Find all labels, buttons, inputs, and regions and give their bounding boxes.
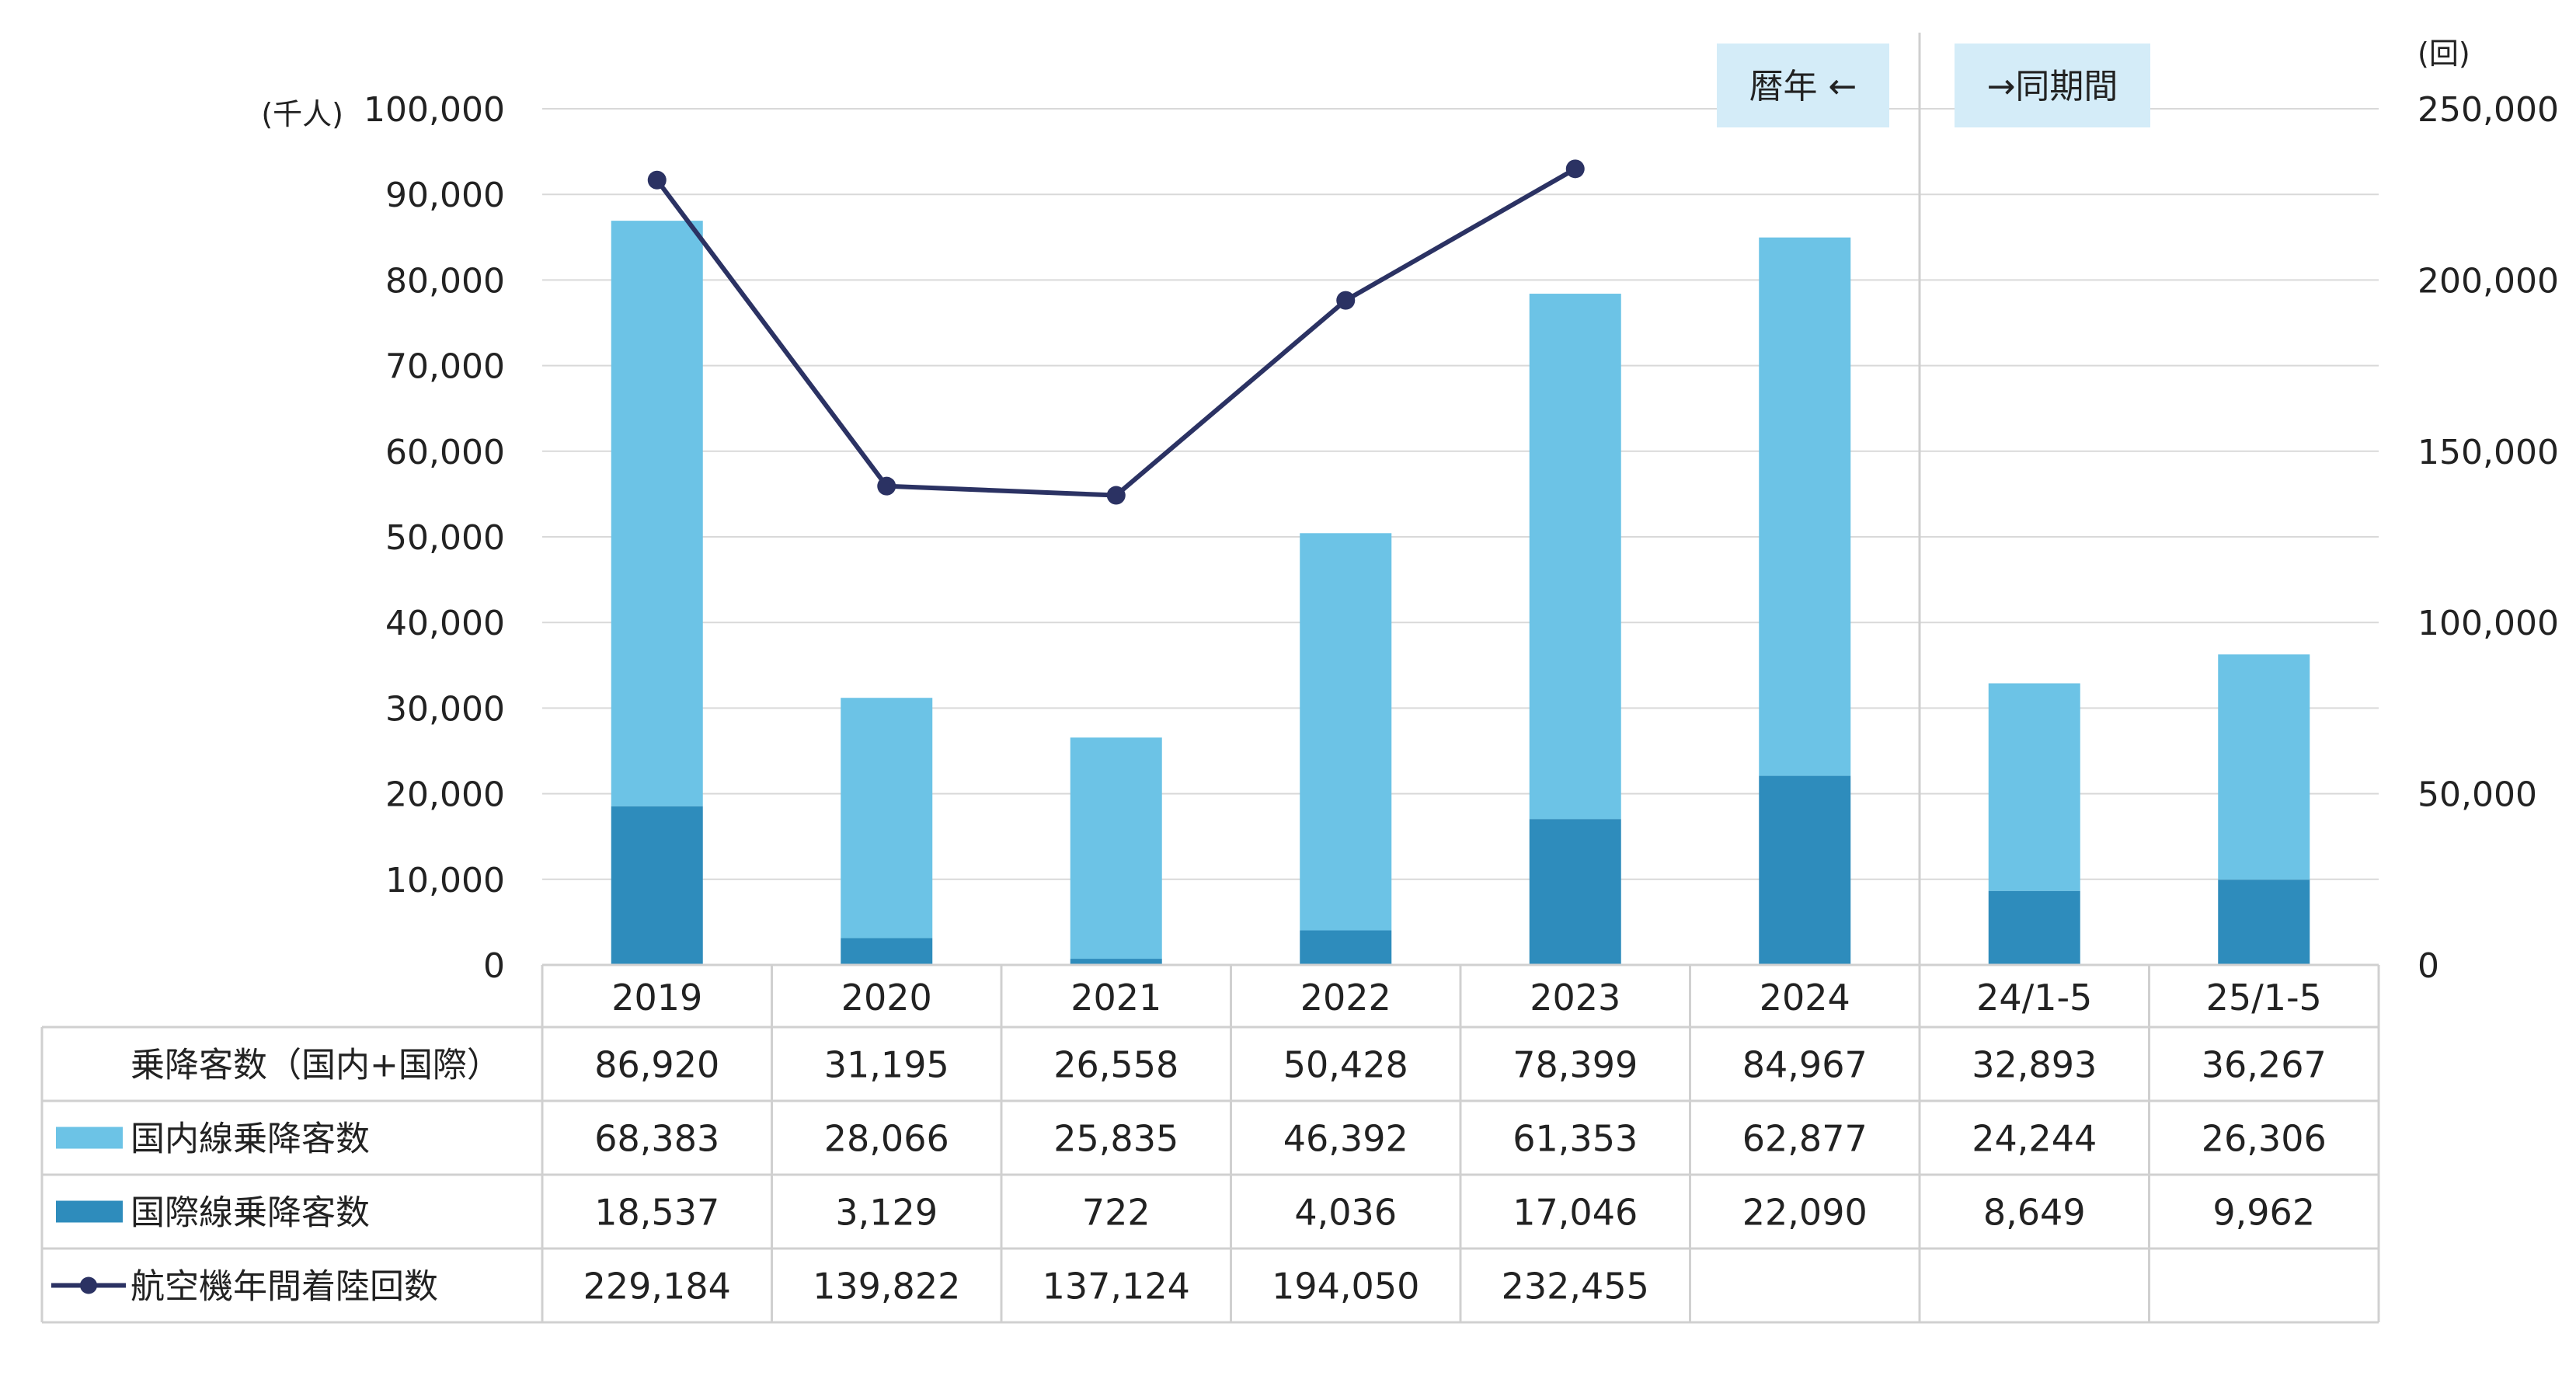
bar-segment <box>1529 294 1621 820</box>
data-label: 78,399 <box>1513 1044 1638 1086</box>
data-label: 22,090 <box>1742 1192 1868 1234</box>
data-label: 46,392 <box>1283 1118 1408 1160</box>
bar-segment <box>841 698 933 939</box>
data-label: 28,066 <box>824 1118 949 1160</box>
data-label: 36,267 <box>2202 1044 2327 1086</box>
data-label: 8,649 <box>1983 1192 2086 1234</box>
data-label: 229,184 <box>583 1266 731 1308</box>
landing-line <box>647 159 1585 505</box>
bar-segment <box>1759 237 1851 776</box>
calendar-year-label: 暦年 ← <box>1749 67 1857 106</box>
landing-point <box>1336 291 1356 310</box>
bar-segment <box>1070 959 1162 965</box>
left-tick-label: 80,000 <box>385 261 505 301</box>
bar-segment <box>611 806 703 965</box>
bar-segment <box>1300 930 1392 965</box>
category-label: 24/1-5 <box>1976 977 2092 1019</box>
bar-segment <box>1988 683 2080 891</box>
bar-segment <box>841 938 933 965</box>
data-label: 62,877 <box>1742 1118 1868 1160</box>
data-label: 9,962 <box>2212 1192 2315 1234</box>
legend-swatch <box>56 1127 123 1149</box>
right-tick-label: 50,000 <box>2418 775 2537 815</box>
data-label: 232,455 <box>1502 1266 1649 1308</box>
row-label: 国際線乗降客数 <box>131 1193 370 1233</box>
data-label: 32,893 <box>1972 1044 2097 1086</box>
left-tick-label: 30,000 <box>385 689 505 729</box>
category-label: 2023 <box>1530 977 1620 1019</box>
bar-segment <box>611 221 703 806</box>
calendar-year-box <box>1717 44 1889 127</box>
left-tick-label: 0 <box>483 946 505 986</box>
landing-point <box>1565 159 1585 179</box>
category-label: 2024 <box>1760 977 1850 1019</box>
data-label: 61,353 <box>1513 1118 1638 1160</box>
category-label: 2020 <box>841 977 932 1019</box>
data-label: 194,050 <box>1272 1266 1419 1308</box>
same-period-box <box>1955 44 2150 127</box>
data-label: 50,428 <box>1283 1044 1408 1086</box>
left-tick-label: 10,000 <box>385 861 505 900</box>
right-tick-label: 0 <box>2418 946 2439 986</box>
right-tick-label: 250,000 <box>2418 90 2559 130</box>
landing-series-line <box>655 166 1577 498</box>
bar-segment <box>1759 775 1851 965</box>
right-tick-label: 100,000 <box>2418 604 2559 643</box>
category-label: 2019 <box>611 977 702 1019</box>
data-label: 17,046 <box>1513 1192 1638 1234</box>
annotations: 暦年 ← →同期間 <box>1717 33 2150 1043</box>
bar-segment <box>2218 879 2310 965</box>
left-tick-label: 60,000 <box>385 433 505 472</box>
row-label: 航空機年間着陸回数 <box>131 1267 438 1307</box>
category-label: 2021 <box>1070 977 1161 1019</box>
category-label: 2022 <box>1300 977 1391 1019</box>
data-label: 25,835 <box>1053 1118 1178 1160</box>
row-label: 乗降客数（国内+国際） <box>131 1046 501 1085</box>
left-tick-label: 20,000 <box>385 775 505 815</box>
row-label: 国内線乗降客数 <box>131 1120 370 1159</box>
right-tick-label: 200,000 <box>2418 261 2559 301</box>
data-label: 24,244 <box>1972 1118 2097 1160</box>
right-tick-label: 150,000 <box>2418 433 2559 472</box>
same-period-label: →同期間 <box>1987 67 2118 106</box>
data-label: 26,306 <box>2202 1118 2327 1160</box>
left-axis-unit: (千人) <box>261 97 343 131</box>
data-label: 18,537 <box>594 1192 719 1234</box>
data-label: 722 <box>1082 1192 1150 1234</box>
bar-segment <box>2218 654 2310 880</box>
data-label: 139,822 <box>813 1266 960 1308</box>
legend-marker <box>80 1276 97 1294</box>
bar-segment <box>1300 533 1392 931</box>
bar-segment <box>1529 819 1621 965</box>
right-axis-unit: (回) <box>2418 37 2470 71</box>
bar-segment <box>1070 737 1162 959</box>
bar-segment <box>1988 890 2080 965</box>
left-tick-label: 90,000 <box>385 176 505 215</box>
left-tick-label: 70,000 <box>385 347 505 387</box>
bars <box>611 221 2310 965</box>
left-tick-label: 50,000 <box>385 518 505 558</box>
data-label: 137,124 <box>1043 1266 1190 1308</box>
axes: 0 10,000 20,000 30,000 40,000 50,000 60,000 70,… <box>261 37 2559 986</box>
data-label: 84,967 <box>1742 1044 1868 1086</box>
data-label: 3,129 <box>835 1192 938 1234</box>
left-tick-label: 40,000 <box>385 604 505 643</box>
data-label: 68,383 <box>594 1118 719 1160</box>
landing-point <box>1106 486 1126 505</box>
landing-point <box>877 476 896 496</box>
left-tick-label: 100,000 <box>364 90 505 130</box>
data-label: 31,195 <box>824 1044 949 1086</box>
data-table: 2019 2020 2021 2022 2023 2024 24/1-5 25/1-5 乗降客数… <box>40 963 2380 1324</box>
landing-point <box>647 170 667 190</box>
data-label: 86,920 <box>594 1044 719 1086</box>
category-label: 25/1-5 <box>2206 977 2322 1019</box>
data-label: 26,558 <box>1053 1044 1178 1086</box>
data-label: 4,036 <box>1294 1192 1397 1234</box>
legend-swatch <box>56 1200 123 1223</box>
